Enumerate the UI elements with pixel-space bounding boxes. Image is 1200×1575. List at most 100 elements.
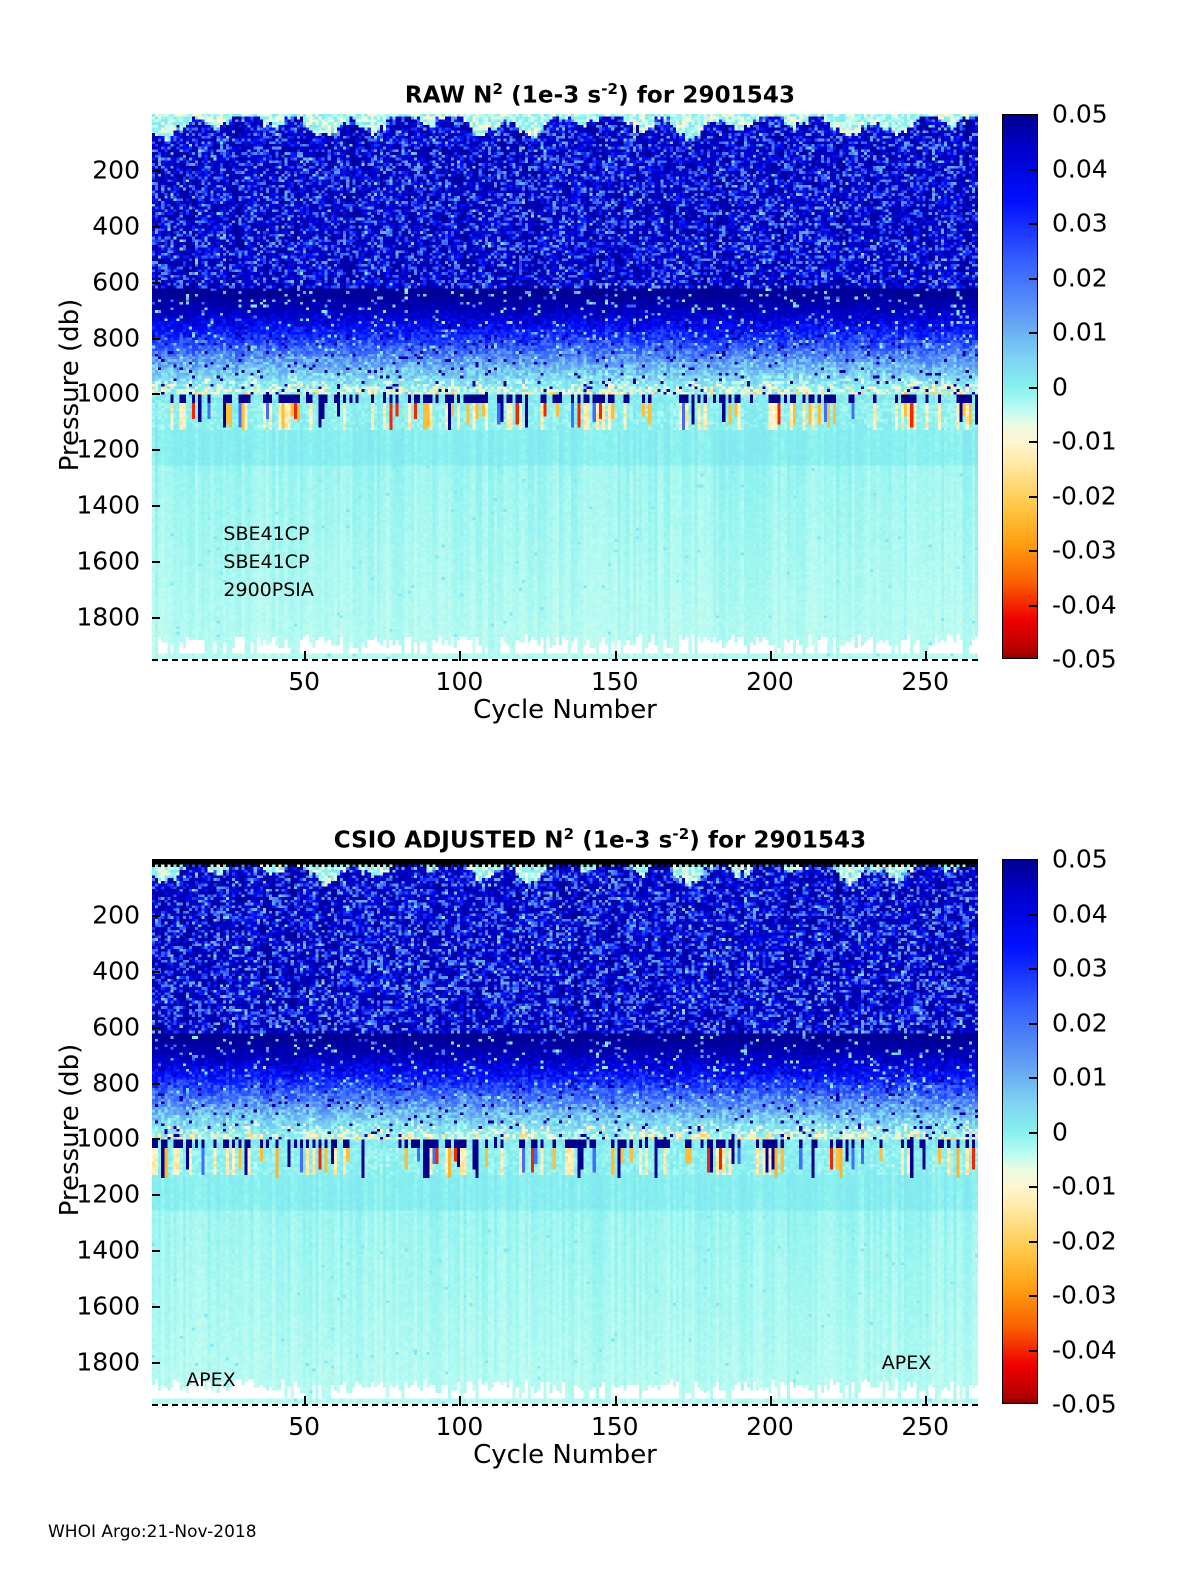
panel-csio-title-sup2: -2 bbox=[672, 825, 690, 843]
xtick-label: 100 bbox=[435, 1412, 484, 1441]
colorbar-tick-mark bbox=[1029, 1349, 1038, 1352]
colorbar-tick-label: -0.01 bbox=[1052, 1171, 1117, 1201]
colorbar-tick-mark bbox=[1029, 1295, 1038, 1297]
colorbar-tick-label: -0.01 bbox=[1052, 426, 1117, 456]
colorbar-tick-label: 0.04 bbox=[1052, 899, 1108, 928]
panel-csio-plot-area[interactable] bbox=[152, 859, 978, 1404]
ytick-mark bbox=[152, 617, 160, 620]
xtick-mark bbox=[769, 1396, 772, 1406]
colorbar-tick-mark bbox=[1029, 332, 1038, 334]
xtick-label: 100 bbox=[435, 667, 484, 696]
colorbar-tick-label: -0.02 bbox=[1052, 1226, 1117, 1255]
colorbar-tick-mark bbox=[1029, 223, 1038, 225]
colorbar-tick-label: 0.05 bbox=[1052, 844, 1108, 874]
ytick-mark bbox=[152, 169, 160, 172]
ytick-mark bbox=[152, 505, 160, 508]
ytick-label: 1400 bbox=[76, 490, 140, 520]
colorbar-tick-label: 0.04 bbox=[1052, 154, 1108, 183]
axis-bottom-spine bbox=[152, 1404, 978, 1406]
panel-raw-title-prefix: RAW N bbox=[404, 82, 493, 109]
colorbar-tick-mark bbox=[1029, 1240, 1038, 1243]
panel-raw-plot-area[interactable] bbox=[152, 114, 978, 659]
panel-csio-title: CSIO ADJUSTED N2 (1e-3 s-2) for 2901543 bbox=[0, 825, 1200, 854]
plot-annotation: APEX bbox=[186, 1368, 236, 1391]
panel-raw-ylabel: Pressure (db) bbox=[55, 298, 85, 472]
colorbar-tick-label: 0.01 bbox=[1052, 1062, 1108, 1092]
xtick-mark bbox=[925, 1396, 928, 1406]
xtick-mark bbox=[769, 651, 772, 661]
colorbar-tick-label: -0.02 bbox=[1052, 481, 1117, 510]
panel-csio: CSIO ADJUSTED N2 (1e-3 s-2) for 2901543 … bbox=[0, 745, 1200, 1505]
ytick-mark bbox=[152, 561, 160, 564]
colorbar-tick-label: -0.04 bbox=[1052, 1335, 1117, 1364]
ytick-label: 200 bbox=[92, 155, 140, 185]
colorbar-tick-label: -0.03 bbox=[1052, 1280, 1117, 1310]
colorbar-tick-mark bbox=[1029, 604, 1038, 607]
panel-csio-title-prefix: CSIO ADJUSTED N bbox=[333, 827, 564, 854]
ytick-label: 800 bbox=[92, 323, 140, 353]
panel-raw-title-mid: (1e-3 s bbox=[503, 82, 602, 109]
xtick-label: 200 bbox=[746, 667, 794, 696]
plot-annotation: SBE41CP bbox=[223, 551, 310, 574]
colorbar-tick-label: 0.03 bbox=[1052, 208, 1108, 238]
colorbar-tick-mark bbox=[1029, 1077, 1038, 1079]
xtick-mark bbox=[304, 651, 307, 661]
ytick-label: 1000 bbox=[76, 1123, 140, 1153]
ytick-label: 1400 bbox=[76, 1235, 140, 1265]
plot-annotation: SBE41CP bbox=[223, 523, 310, 546]
ytick-mark bbox=[152, 449, 160, 452]
colorbar-tick-mark bbox=[1029, 968, 1038, 970]
colorbar-tick-label: -0.04 bbox=[1052, 590, 1117, 619]
xtick-label: 150 bbox=[590, 1412, 639, 1441]
xtick-mark bbox=[614, 1396, 617, 1406]
xtick-label: 250 bbox=[901, 667, 950, 696]
xtick-mark bbox=[304, 1396, 307, 1406]
xtick-label: 50 bbox=[288, 667, 321, 696]
colorbar-tick-label: 0.05 bbox=[1052, 99, 1108, 129]
panel-csio-title-mid: (1e-3 s bbox=[574, 827, 673, 854]
panel-raw-xlabel: Cycle Number bbox=[473, 695, 657, 725]
plot-annotation: 2900PSIA bbox=[223, 579, 314, 602]
colorbar-tick-label: 0.01 bbox=[1052, 317, 1108, 347]
ytick-label: 1000 bbox=[76, 378, 140, 408]
colorbar-tick-label: -0.05 bbox=[1052, 1389, 1117, 1419]
ytick-label: 1600 bbox=[76, 1291, 140, 1321]
xtick-label: 50 bbox=[288, 1412, 321, 1441]
colorbar-tick-mark bbox=[1029, 913, 1038, 916]
ytick-mark bbox=[152, 225, 160, 228]
panel-raw-title: RAW N2 (1e-3 s-2) for 2901543 bbox=[0, 80, 1200, 109]
ytick-mark bbox=[152, 1250, 160, 1253]
ytick-mark bbox=[152, 1306, 160, 1309]
plot-annotation: APEX bbox=[881, 1352, 932, 1375]
panel-csio-xlabel: Cycle Number bbox=[473, 1440, 657, 1470]
ytick-label: 1200 bbox=[76, 434, 140, 464]
ytick-mark bbox=[152, 281, 160, 284]
ytick-mark bbox=[152, 970, 160, 973]
axis-bottom-spine bbox=[152, 659, 978, 661]
ytick-label: 200 bbox=[92, 900, 140, 930]
colorbar-tick-label: 0.02 bbox=[1052, 263, 1108, 292]
panel-csio-title-suffix: ) for 2901543 bbox=[689, 827, 867, 854]
colorbar-tick-label: 0 bbox=[1052, 1117, 1068, 1146]
colorbar-tick-label: -0.03 bbox=[1052, 535, 1117, 565]
colorbar-tick-label: 0.03 bbox=[1052, 953, 1108, 983]
xtick-label: 200 bbox=[746, 1412, 794, 1441]
ytick-mark bbox=[152, 393, 160, 396]
ytick-mark bbox=[152, 1362, 160, 1365]
panel-csio-title-sup1: 2 bbox=[563, 825, 575, 843]
ytick-label: 1200 bbox=[76, 1179, 140, 1209]
colorbar-tick-mark bbox=[1029, 550, 1038, 552]
xtick-label: 150 bbox=[590, 667, 639, 696]
colorbar-tick-mark bbox=[1029, 168, 1038, 171]
figure-footer: WHOI Argo:21-Nov-2018 bbox=[48, 1522, 257, 1542]
colorbar-tick-mark bbox=[1029, 1022, 1038, 1025]
ytick-label: 1600 bbox=[76, 546, 140, 576]
ytick-mark bbox=[152, 1082, 160, 1085]
ytick-label: 600 bbox=[92, 267, 140, 297]
ytick-mark bbox=[152, 1194, 160, 1197]
ytick-mark bbox=[152, 1026, 160, 1029]
ytick-mark bbox=[152, 1138, 160, 1141]
colorbar-tick-label: 0.02 bbox=[1052, 1008, 1108, 1037]
panel-raw: RAW N2 (1e-3 s-2) for 2901543 200 400 600 8… bbox=[0, 0, 1200, 760]
panel-raw-heatmap bbox=[152, 114, 978, 659]
